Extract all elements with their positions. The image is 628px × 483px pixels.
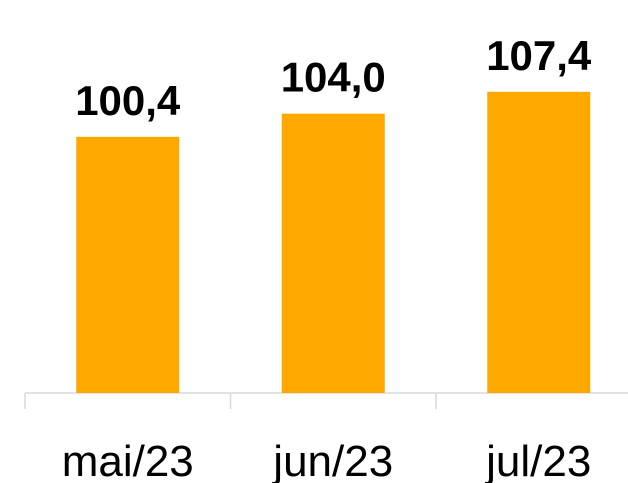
data-label: 107,4 bbox=[486, 32, 592, 79]
x-tick-label: mai/23 bbox=[62, 437, 194, 483]
bar bbox=[487, 91, 591, 393]
bar bbox=[281, 113, 385, 394]
x-tick-label: jun/23 bbox=[271, 437, 393, 483]
data-label: 100,4 bbox=[75, 77, 181, 124]
x-tick-label: jul/23 bbox=[484, 437, 591, 483]
data-label: 104,0 bbox=[281, 54, 386, 101]
bar bbox=[76, 136, 180, 393]
